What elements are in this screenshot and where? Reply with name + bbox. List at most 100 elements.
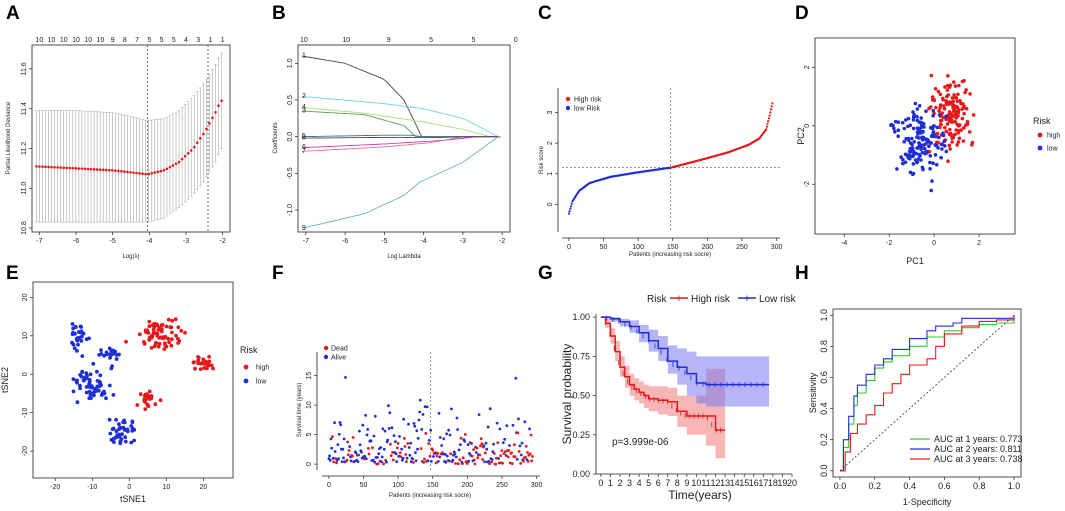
panel-f-point-alive [482,444,486,447]
panel-f-point-alive [373,414,377,418]
panel-c-risk-point [570,202,573,205]
panel-d-point-low [923,137,928,141]
panel-a-deviance-point [211,116,214,120]
panel-f-point-dead [331,435,334,438]
panel-f-point-dead [345,458,349,462]
panel-d-point-low [911,153,916,157]
panel-d-point-high [944,117,948,121]
panel-d-point-low [905,154,910,158]
panel-d-point-high [947,118,952,123]
panel-e-point-low [71,377,76,381]
panel-f-point-dead [422,461,426,464]
panel-e-point-high [143,328,148,333]
panel-c: 0 50 100 150 200 250 300 0 1 2 3 High risk low Ri… [539,88,782,258]
panel-d-point-low [944,114,948,119]
panel-d-point-high [953,96,958,100]
panel-f-point-alive [342,456,345,460]
panel-h-legend-label: AUC at 1 years: 0.773 [934,434,1023,444]
panel-d-point-low [917,152,921,157]
panel-e-legend-low-marker [243,378,249,384]
panel-a-deviance-point [80,167,84,170]
panel-f-xtick-label: 300 [531,482,543,489]
panel-f-point-alive [369,439,373,443]
panel-a-deviance-point [186,152,190,155]
panel-f-point-dead [488,462,491,465]
panel-f-point-dead [332,460,336,464]
panel-g-xtick-label: 12 [711,478,721,488]
panel-a-top-tick: 1 [221,37,225,44]
panel-d-point-high [942,107,947,111]
panel-d-point-high [958,99,962,103]
panel-g-xtick-label: 11 [701,478,710,488]
panel-c-legend-high: High risk [574,97,602,104]
panel-a-deviance-point [74,167,78,170]
panel-f-point-alive [514,376,518,380]
panel-e-point-high [196,361,201,366]
panel-h-xtick-label: 0.0 [834,481,847,491]
panel-d-point-high [956,110,961,115]
panel-d-point-low [928,167,932,171]
panel-c-legend-low-marker [565,105,571,111]
panel-b-xtick-label: -7 [303,238,309,245]
panel-a-xtick-label: -2 [220,238,226,245]
panel-a-deviance-point [147,172,151,176]
panel-b-path-gene1 [301,55,501,138]
panel-f-point-dead [475,446,479,450]
panel-f-point-alive [442,437,446,441]
panel-c-ytick-label: 0 [547,202,554,206]
panel-d-point-low [942,139,947,143]
panel-g-ytick-label: 0.25 [572,430,590,440]
panel-d-point-low [915,118,920,123]
panel-a-deviance-point [77,167,81,170]
panel-g-xtick-label: 19 [777,478,787,488]
panel-c-risk-point [769,108,773,111]
panel-e-point-low [71,389,76,394]
panel-f-point-dead [513,455,517,459]
panel-f-legend-dead: Dead [331,346,348,353]
panel-a-deviance-point [141,172,144,176]
panel-h: 0.0 0.2 0.4 0.6 0.8 1.0 0.0 0.2 0.4 0.6 0.8 1.0 AU… [808,308,1023,507]
panel-e-point-low [121,425,126,430]
panel-d-point-low [941,131,945,135]
panel-e-point-low [72,346,77,351]
panel-b-top-tick: 5 [472,37,476,44]
panel-f-point-alive [328,459,332,462]
panel-e-point-low [91,361,96,366]
panel-e-point-low [98,373,103,378]
panel-b-path-label: 9 [302,225,306,232]
panel-f-point-dead [524,455,527,459]
panel-f-point-dead [510,451,513,455]
panel-d-point-high [948,114,952,119]
panel-f-point-alive [339,423,343,427]
panel-f-point-alive [329,437,333,441]
panel-d-point-low [931,132,935,136]
panel-d-point-low [924,109,928,113]
panel-e-point-high [174,333,178,338]
panel-f-point-alive [436,460,440,463]
panel-f-point-alive [328,454,331,458]
panel-a-top-tick: 4 [184,37,188,44]
panel-f-point-alive [385,460,388,464]
panel-d-point-high [948,147,952,151]
panel-d-point-high [933,87,938,91]
panel-a-deviance-point [86,167,90,171]
panel-d-xlabel: PC1 [906,256,924,266]
panel-f-point-alive [373,460,376,464]
panel-d-point-low [892,126,896,131]
panel-e-tsne-points [70,317,215,446]
panel-e-point-high [158,398,163,403]
panel-f-point-dead [367,452,371,456]
panel-f-point-alive [434,451,437,455]
panel-d-point-low [944,149,949,154]
panel-b-path-label: 4 [302,104,306,111]
panel-b-ytick-label: 0.5 [287,95,294,105]
panel-d-point-low [935,125,940,130]
panel-e-point-high [167,340,172,345]
panel-d-point-high [970,140,975,145]
panel-e-point-high [160,323,165,327]
panel-a-frame [31,44,231,233]
panel-f-ytick-label: 5 [306,433,313,437]
panel-e-point-low [76,342,80,347]
panel-d-point-low [895,167,899,171]
panel-f-point-alive [417,418,421,422]
